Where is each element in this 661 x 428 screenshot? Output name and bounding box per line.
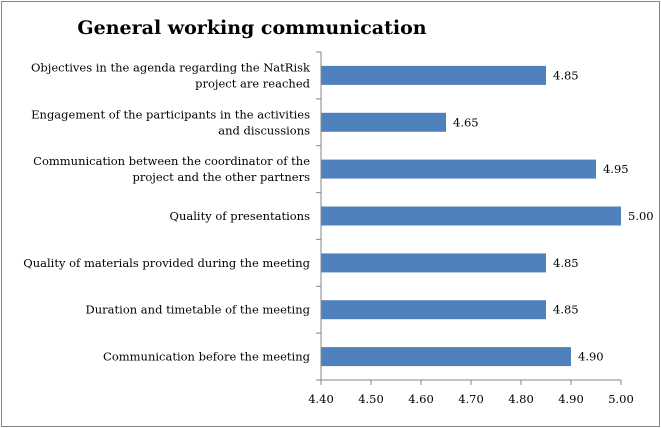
bar <box>321 253 546 273</box>
bar <box>321 300 546 320</box>
data-label: 4.85 <box>553 256 579 270</box>
data-label: 4.90 <box>578 350 604 364</box>
data-label: 4.85 <box>553 68 579 82</box>
bar <box>321 65 546 85</box>
category-label: Objectives in the agenda regarding the N… <box>31 60 311 74</box>
chart-title: General working communication <box>77 17 426 39</box>
category-label: Quality of materials provided during the… <box>23 256 310 270</box>
bar <box>321 159 596 179</box>
data-label: 4.85 <box>553 303 579 317</box>
x-tick-label: 4.40 <box>308 392 334 406</box>
plot-area: 4.85 Objectives in the agenda regarding t… <box>23 51 654 406</box>
x-tick-label: 4.80 <box>508 392 534 406</box>
category-label: Quality of presentations <box>170 209 311 223</box>
category-label: Communication between the coordinator of… <box>33 154 310 168</box>
data-label: 4.65 <box>453 115 479 129</box>
bar <box>321 206 621 226</box>
x-tick-label: 4.50 <box>358 392 384 406</box>
bar <box>321 347 571 367</box>
x-tick-label: 4.60 <box>408 392 434 406</box>
category-label: project and the other partners <box>133 170 311 184</box>
category-label: Duration and timetable of the meeting <box>86 303 311 317</box>
x-tick-label: 5.00 <box>608 392 634 406</box>
x-tick-label: 4.90 <box>558 392 584 406</box>
category-label: Communication before the meeting <box>103 350 311 364</box>
data-label: 4.95 <box>603 162 629 176</box>
category-label: Engagement of the participants in the ac… <box>31 107 310 121</box>
bar <box>321 112 446 132</box>
category-label: project are reached <box>195 76 310 90</box>
category-label: and discussions <box>218 123 310 137</box>
x-tick-label: 4.70 <box>458 392 484 406</box>
data-label: 5.00 <box>628 209 654 223</box>
